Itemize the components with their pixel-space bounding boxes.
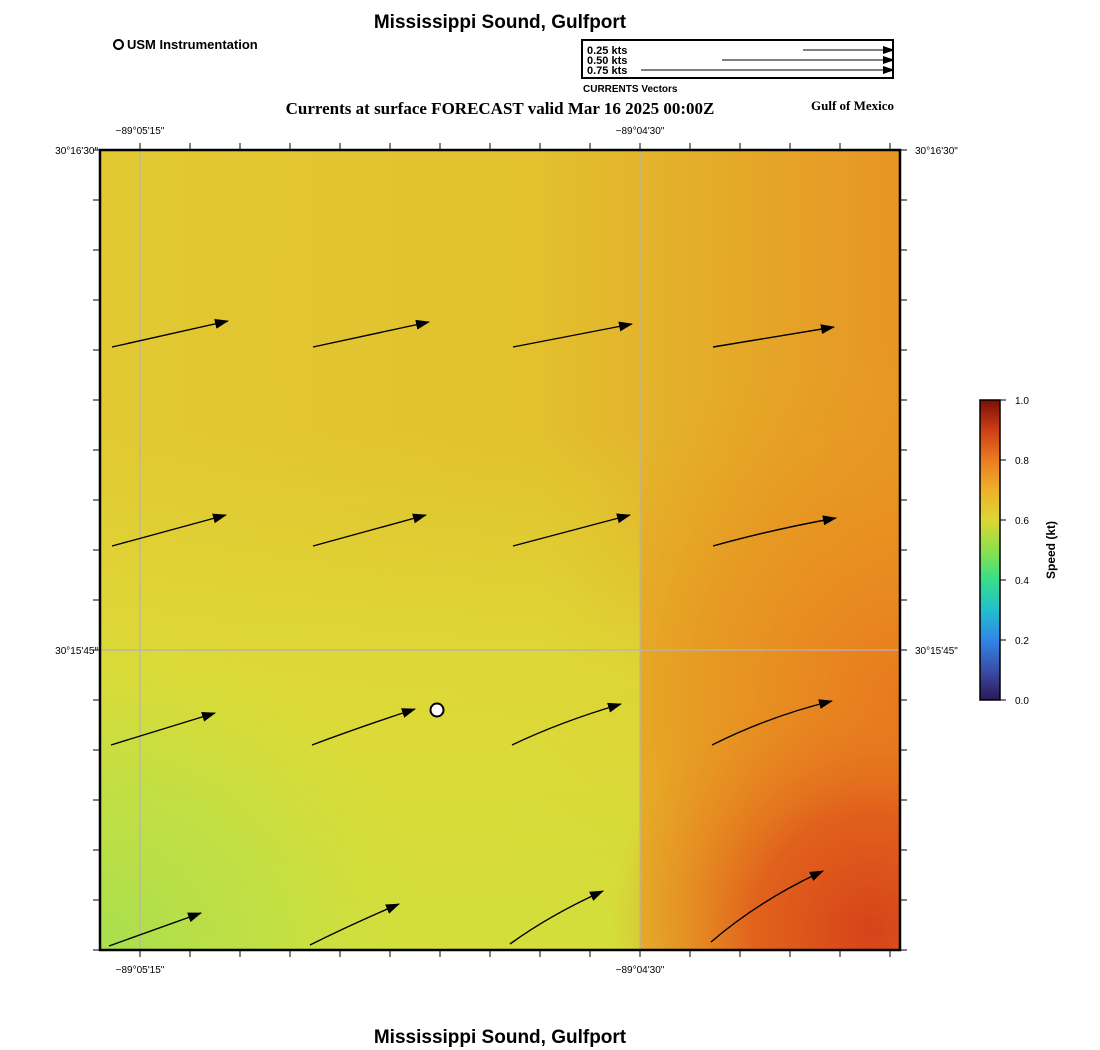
speed-field (100, 150, 900, 950)
page-title: Mississippi Sound, Gulfport (373, 12, 627, 33)
colorbar-tick-label: 1.0 (1015, 396, 1029, 407)
lon-tick-label: −89°04'30" (616, 965, 665, 976)
arrow-vector-icon (512, 513, 631, 547)
arrow-vector-icon (710, 870, 824, 943)
instrumentation-legend-label: USM Instrumentation (127, 37, 258, 52)
arrow-vector-icon (311, 708, 416, 746)
arrow-vector-icon (312, 513, 427, 547)
arrow-vector-icon (712, 515, 837, 547)
map-frame-ticks (93, 143, 907, 957)
vector-scale-label: 0.25 kts (587, 45, 628, 57)
colorbar-tick-label: 0.8 (1015, 456, 1029, 467)
lat-tick-label: 30°15'45" (915, 646, 958, 657)
arrow-vector-icon (111, 513, 227, 547)
forecast-title: Currents at surface FORECAST valid Mar 1… (285, 99, 715, 118)
open-circle-icon (113, 39, 124, 50)
map-gridlines (100, 150, 900, 950)
vector-scale-arrows (641, 46, 892, 74)
colorbar-tick-label: 0.6 (1015, 516, 1029, 527)
lat-tick-label: 30°15'45" (55, 646, 98, 657)
vector-legend-caption: CURRENTS Vectors (583, 84, 678, 95)
speed-colorbar: 0.0 0.2 0.4 0.6 0.8 1.0 Speed (kt) (979, 396, 1058, 707)
arrow-vector-icon (110, 712, 216, 746)
lon-tick-label: −89°05'15" (116, 126, 165, 137)
current-vectors (108, 318, 837, 947)
lon-tick-label: −89°04'30" (616, 126, 665, 137)
vector-scale-label: 0.50 kts (587, 55, 628, 67)
arrow-vector-icon (711, 699, 833, 746)
region-label: Gulf of Mexico (811, 98, 895, 113)
instrument-site-marker[interactable] (429, 702, 445, 718)
arrow-vector-icon (712, 324, 835, 348)
arrow-vector-icon (111, 318, 229, 348)
arrow-vector-icon (309, 903, 400, 946)
colorbar-label: Speed (kt) (1044, 521, 1058, 579)
arrow-vector-icon (511, 702, 622, 746)
arrow-vector-icon (312, 319, 430, 348)
footer-title: Mississippi Sound, Gulfport (373, 1027, 627, 1048)
lon-tick-label: −89°05'15" (116, 965, 165, 976)
colorbar-tick-label: 0.2 (1015, 636, 1029, 647)
instrumentation-legend: USM Instrumentation (113, 37, 258, 52)
arrow-vector-icon (108, 912, 202, 947)
colorbar-tick-label: 0.4 (1015, 576, 1029, 587)
arrow-vector-icon (509, 890, 604, 945)
lat-tick-label: 30°16'30" (55, 146, 98, 157)
lat-tick-label: 30°16'30" (915, 146, 958, 157)
arrow-vector-icon (512, 321, 633, 348)
vector-scale-legend: 0.25 kts 0.50 kts 0.75 kts (581, 39, 894, 79)
colorbar-tick-label: 0.0 (1015, 696, 1029, 707)
vector-scale-label: 0.75 kts (587, 65, 628, 77)
